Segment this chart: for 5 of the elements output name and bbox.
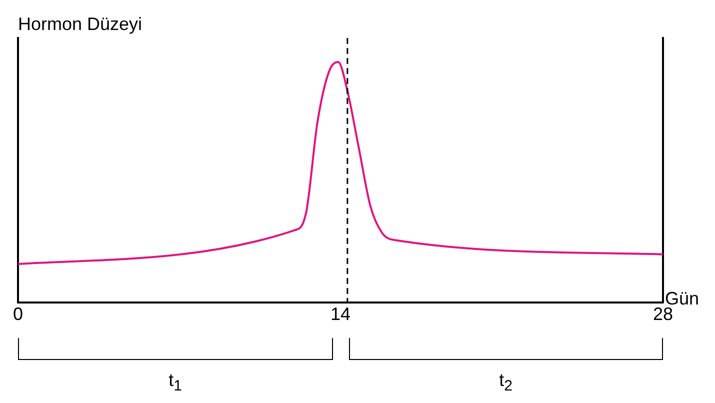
x-tick-label: 0 — [12, 304, 24, 324]
x-tick-label: 14 — [330, 304, 351, 324]
text: t$_{1}$ — [168, 370, 183, 395]
y-axis-title: Hormon Düzeyi — [18, 14, 142, 34]
text: t$_{2}$ — [498, 370, 514, 395]
